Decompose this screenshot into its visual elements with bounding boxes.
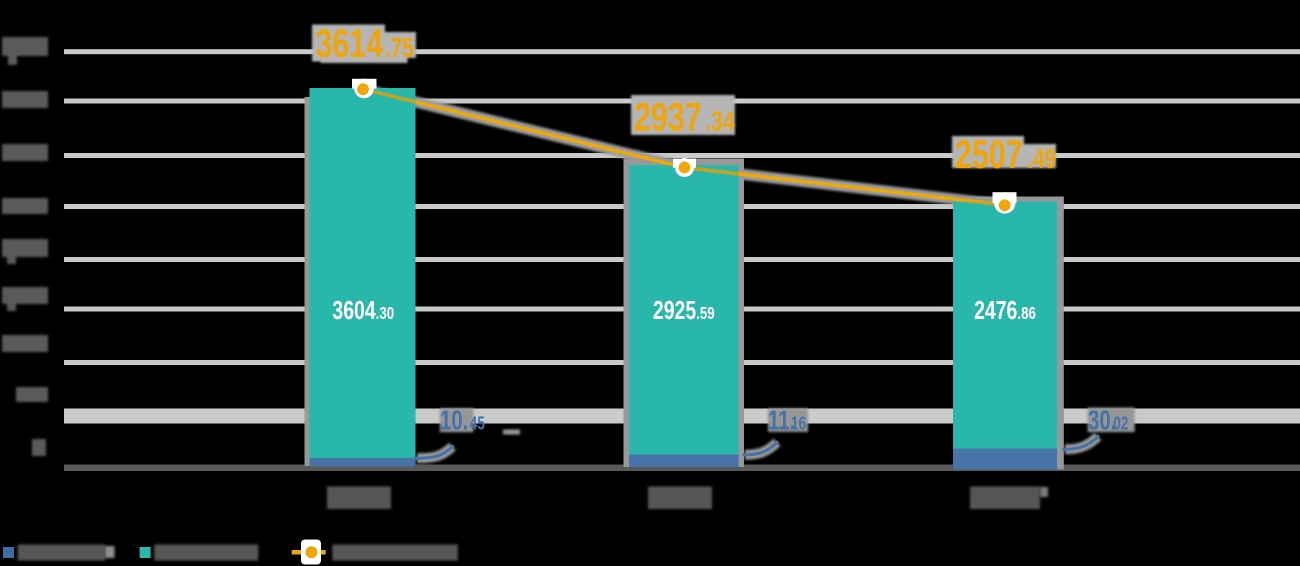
svg-text:10.: 10. [440, 406, 468, 437]
svg-text:2925: 2925 [653, 295, 696, 325]
svg-text:02: 02 [1113, 414, 1128, 434]
svg-text:2937: 2937 [634, 94, 702, 139]
svg-text:.86: .86 [1017, 304, 1036, 323]
svg-text:.34: .34 [705, 107, 734, 137]
svg-text:2507: 2507 [955, 132, 1023, 177]
svg-text:.75: .75 [385, 33, 414, 63]
svg-text:3614: 3614 [316, 21, 384, 66]
svg-text:.59: .59 [696, 304, 715, 323]
svg-text:2476: 2476 [974, 295, 1017, 325]
svg-text:30.: 30. [1088, 406, 1116, 437]
svg-text:16: 16 [791, 414, 806, 434]
svg-text:.49: .49 [1027, 144, 1056, 174]
svg-text:.30: .30 [376, 304, 395, 323]
svg-text:3604: 3604 [332, 295, 375, 325]
svg-text:45: 45 [470, 414, 485, 434]
svg-text:11.: 11. [768, 406, 795, 437]
